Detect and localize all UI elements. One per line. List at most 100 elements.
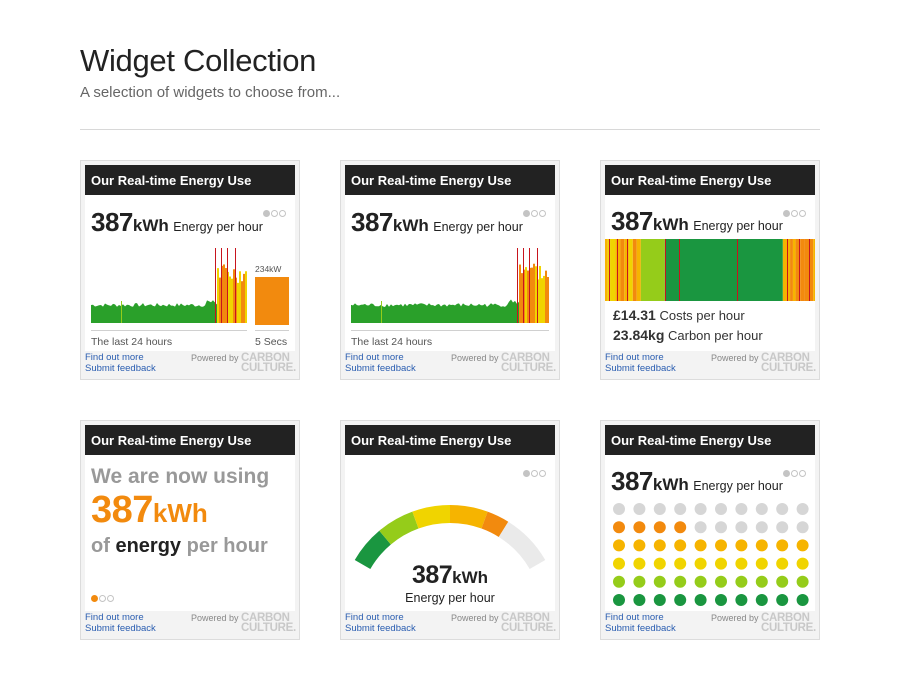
usage-spike [525,267,527,323]
powered-by-label: Powered by [451,613,499,623]
usage-stripe [795,239,801,301]
matrix-dot [674,521,687,534]
matrix-dot [796,521,809,534]
submit-feedback-link[interactable]: Submit feedback [85,362,156,374]
usage-spike [239,271,241,323]
usage-stripe [624,239,629,301]
submit-feedback-link[interactable]: Submit feedback [345,362,416,374]
pagination-dots[interactable] [783,470,807,478]
matrix-dot [776,557,789,570]
page-dot[interactable] [791,470,798,477]
matrix-dot [735,521,748,534]
pagination-dots[interactable] [91,595,115,603]
current-usage-label: 234kW [255,264,282,274]
widget-realtime-chart-with-bar[interactable]: Our Real-time Energy Use 387kWh Energy p… [80,160,300,380]
page-dot[interactable] [799,210,806,217]
carbon-culture-logo: CARBON CULTURE. [761,612,816,634]
widget-text-reading[interactable]: Our Real-time Energy Use We are now usin… [80,420,300,640]
energy-unit: kWh [452,568,489,587]
page-dot[interactable] [263,210,270,217]
usage-peak-line [627,239,628,301]
page-dot[interactable] [799,470,806,477]
energy-unit: kWh [132,216,169,235]
submit-feedback-link[interactable]: Submit feedback [345,622,416,634]
energy-reading: 387kWh Energy per hour [351,207,523,238]
pagination-dots[interactable] [263,210,287,218]
message-value: 387kWh [91,489,208,532]
usage-peak-line [235,248,236,323]
widget-title: Our Real-time Energy Use [605,165,815,195]
pagination-dots[interactable] [523,470,547,478]
cost-per-hour: £14.31 Costs per hour [613,307,745,323]
pagination-dots[interactable] [783,210,807,218]
widget-gauge[interactable]: Our Real-time Energy Use 387kWh Energy p… [340,420,560,640]
submit-feedback-link[interactable]: Submit feedback [605,622,676,634]
carbon-culture-logo: CARBON CULTURE. [501,352,556,374]
matrix-dot [715,575,727,588]
submit-feedback-link[interactable]: Submit feedback [85,622,156,634]
page-dot[interactable] [531,470,538,477]
usage-area-chart [91,248,247,323]
page-dot[interactable] [99,595,106,602]
usage-stripe [804,239,810,301]
find-out-more-link[interactable]: Find out more [85,352,144,363]
energy-24h-chart [351,248,549,323]
bar-rule [255,330,289,331]
pagination-dots[interactable] [523,210,547,218]
page-dot[interactable] [783,470,790,477]
matrix-dot [613,539,625,552]
usage-peak-line [221,248,222,323]
page-dot[interactable] [107,595,114,602]
page-dot[interactable] [531,210,538,217]
usage-stripe [813,239,815,301]
energy-label: Energy per hour [173,220,263,234]
page-dot[interactable] [539,470,546,477]
widget-title: Our Real-time Energy Use [345,165,555,195]
find-out-more-link[interactable]: Find out more [345,352,404,363]
page-dot[interactable] [539,210,546,217]
matrix-dot [694,521,707,534]
usage-area [351,299,519,323]
matrix-dot [755,557,768,570]
page-dot[interactable] [523,470,530,477]
carbon-value: 23.84kg [613,327,665,343]
widget-stripe-costs[interactable]: Our Real-time Energy Use 387kWh Energy p… [600,160,820,380]
cost-value: £14.31 [613,307,656,323]
matrix-dot [674,575,687,588]
usage-peak-line [215,248,216,323]
widget-realtime-chart[interactable]: Our Real-time Energy Use 387kWh Energy p… [340,160,560,380]
matrix-dot [613,503,625,515]
page-dot[interactable] [523,210,530,217]
usage-spike [231,278,233,323]
usage-spike [229,276,231,323]
page-dot[interactable] [279,210,286,217]
matrix-dot [755,521,768,534]
submit-feedback-link[interactable]: Submit feedback [605,362,676,374]
matrix-dot [613,557,625,570]
page-dot[interactable] [91,595,98,602]
usage-peak-line [799,239,800,301]
gauge-segment [481,511,509,537]
widget-dot-matrix[interactable]: Our Real-time Energy Use 387kWh Energy p… [600,420,820,640]
carbon-culture-logo: CARBON CULTURE. [501,612,556,634]
usage-spike [527,270,529,323]
page-subtitle: A selection of widgets to choose from... [80,84,341,101]
usage-peak-line [537,248,538,323]
usage-spike [533,263,535,323]
find-out-more-link[interactable]: Find out more [345,612,404,623]
find-out-more-link[interactable]: Find out more [605,352,664,363]
matrix-dot [735,557,748,570]
matrix-dot [674,539,687,552]
widget-title: Our Real-time Energy Use [85,425,295,455]
gauge-segment [498,521,546,569]
find-out-more-link[interactable]: Find out more [605,612,664,623]
page-dot[interactable] [783,210,790,217]
usage-stripe [628,239,633,301]
usage-spike [519,264,521,323]
page-dot[interactable] [271,210,278,217]
find-out-more-link[interactable]: Find out more [85,612,144,623]
page-dot[interactable] [791,210,798,217]
usage-spike [547,277,549,323]
usage-spike [241,281,243,323]
usage-spike [543,275,545,323]
